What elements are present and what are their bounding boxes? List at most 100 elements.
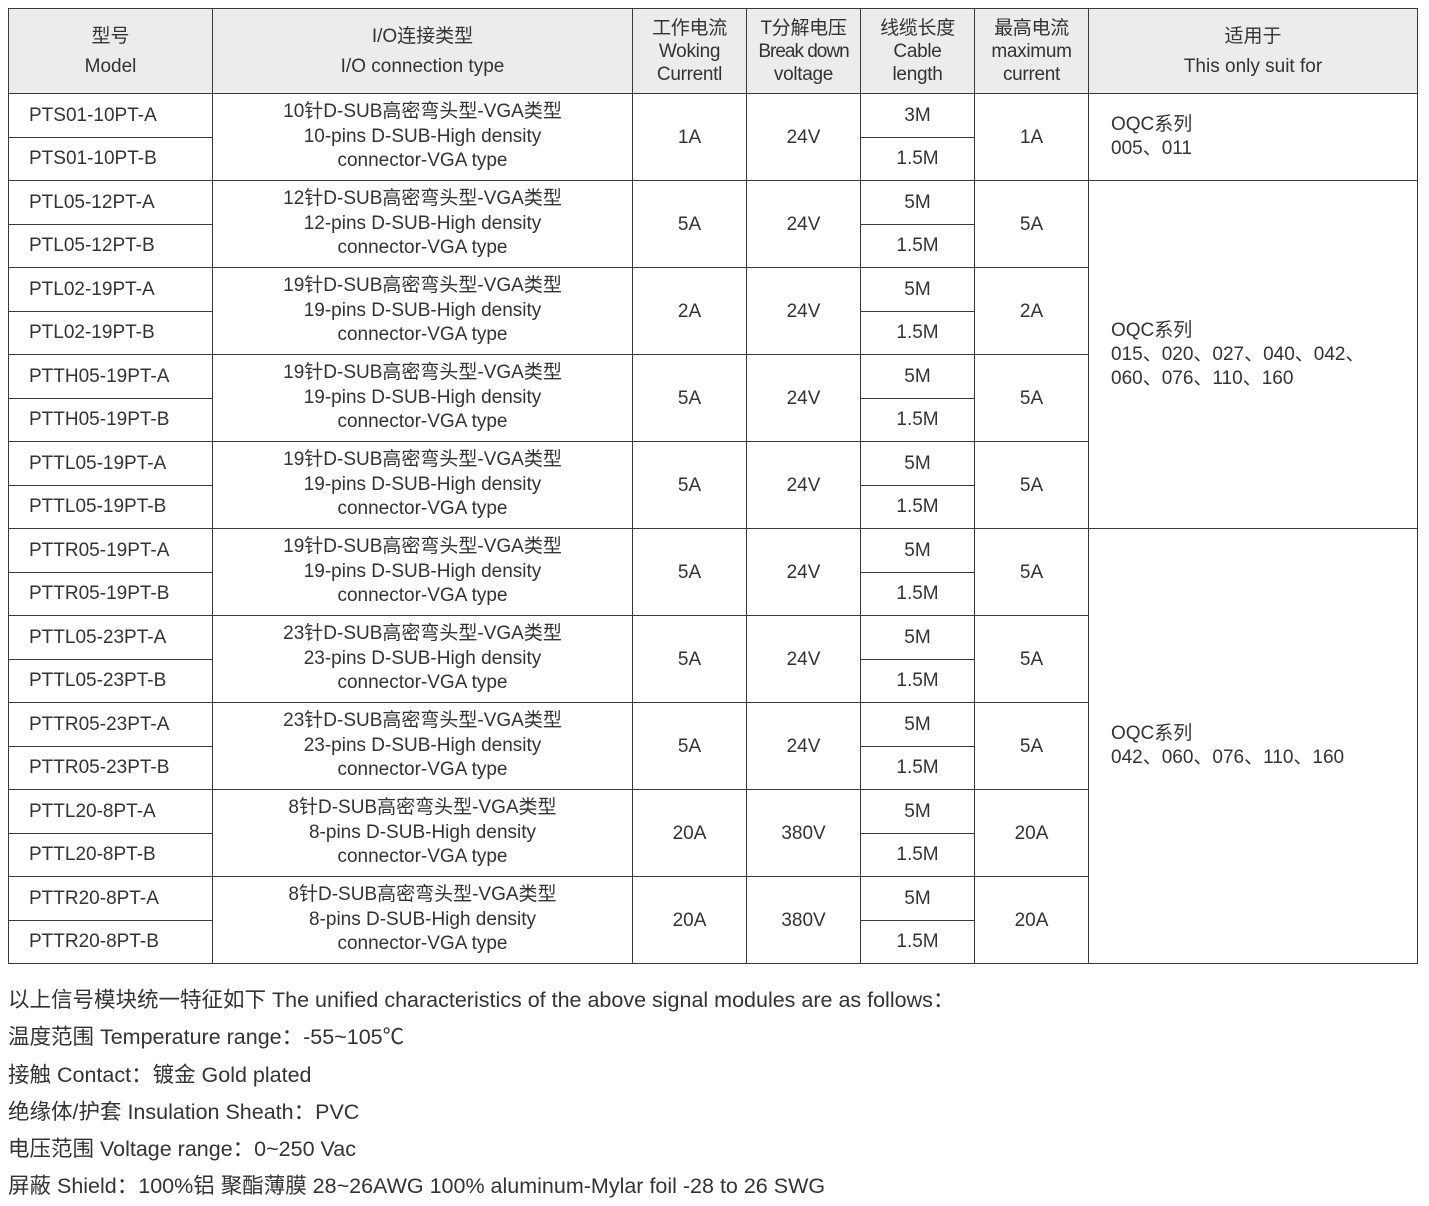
io-type-line: 19-pins D-SUB-High density [303, 560, 542, 582]
io-type-line: connector-VGA type [337, 672, 508, 694]
io-type-cell: 8针D-SUB高密弯头型-VGA类型 8-pins D-SUB-High dens… [212, 789, 633, 877]
header-breakdown-voltage: T分解电压 Break down voltage [746, 8, 861, 94]
model-cell: PTL05-12PT-B [8, 223, 213, 268]
io-type-line: 23针D-SUB高密弯头型-VGA类型 [283, 710, 562, 732]
model-cell: PTL02-19PT-B [8, 310, 213, 355]
table-row: PTTR20-8PT-B 1.5M [8, 919, 1418, 964]
max-current-cell: 20A [974, 876, 1089, 964]
working-current-cell: 5A [632, 354, 747, 442]
table-row: PTTR20-8PT-A 8针D-SUB高密弯头型-VGA类型 8-pins D-S… [8, 876, 1418, 964]
suit-for-line: OQC系列 [1111, 114, 1193, 135]
io-type-line: connector-VGA type [337, 324, 508, 346]
working-current-cell: 5A [632, 180, 747, 268]
breakdown-voltage-cell: 24V [746, 528, 861, 616]
header-line: 最高电流 [994, 17, 1069, 39]
io-type-line: 10-pins D-SUB-High density [303, 125, 542, 147]
cable-length-cell: 5M [860, 702, 975, 747]
breakdown-voltage-cell: 380V [746, 789, 861, 877]
table-row: PTTL05-23PT-A 23针D-SUB高密弯头型-VGA类型 23-pins … [8, 615, 1418, 703]
header-line: Woking [658, 40, 721, 62]
model-cell: PTTL05-23PT-A [8, 615, 213, 660]
io-type-line: 8针D-SUB高密弯头型-VGA类型 [288, 797, 557, 819]
note-line: 温度范围 Temperature range：-55~105℃ [8, 1025, 405, 1050]
io-type-line: 19针D-SUB高密弯头型-VGA类型 [283, 449, 562, 471]
table-row: PTL02-19PT-A 19针D-SUB高密弯头型-VGA类型 19-pins D… [8, 267, 1418, 355]
header-suit-for: 适用于 This only suit for [1088, 8, 1418, 94]
suit-for-line: 005、011 [1111, 138, 1192, 159]
table-row: PTTH05-19PT-B 1.5M [8, 397, 1418, 442]
cable-length-cell: 1.5M [860, 223, 975, 268]
working-current-cell: 5A [632, 615, 747, 703]
model-cell: PTTH05-19PT-B [8, 397, 213, 442]
max-current-cell: 5A [974, 702, 1089, 790]
breakdown-voltage-cell: 24V [746, 702, 861, 790]
suit-for-line: 060、076、110、160 [1111, 367, 1294, 389]
io-type-cell: 8针D-SUB高密弯头型-VGA类型 8-pins D-SUB-High dens… [212, 876, 633, 964]
cable-length-cell: 1.5M [860, 832, 975, 877]
model-cell: PTS01-10PT-B [8, 136, 213, 181]
io-type-line: connector-VGA type [337, 933, 508, 955]
suit-for-line: OQC系列 [1111, 723, 1193, 744]
table-row: PTTL20-8PT-B 1.5M [8, 832, 1418, 877]
io-type-line: 23-pins D-SUB-High density [303, 734, 542, 756]
cable-length-cell: 1.5M [860, 136, 975, 181]
header-line: voltage [773, 63, 834, 85]
io-type-line: connector-VGA type [337, 150, 508, 172]
io-type-line: connector-VGA type [337, 411, 508, 433]
model-cell: PTTR05-19PT-A [8, 528, 213, 573]
cable-length-cell: 5M [860, 441, 975, 486]
suit-for-line: OQC系列 [1111, 319, 1193, 341]
model-cell: PTTL20-8PT-B [8, 832, 213, 877]
table-row: PTTR05-23PT-B 1.5M [8, 745, 1418, 790]
io-type-cell: 19针D-SUB高密弯头型-VGA类型 19-pins D-SUB-High de… [212, 267, 633, 355]
header-model-en: Model [84, 55, 137, 77]
max-current-cell: 1A [974, 93, 1089, 181]
header-suit-en: This only suit for [1183, 55, 1323, 77]
io-type-cell: 19针D-SUB高密弯头型-VGA类型 19-pins D-SUB-High de… [212, 354, 633, 442]
cable-length-cell: 5M [860, 615, 975, 660]
io-type-line: 23-pins D-SUB-High density [303, 647, 542, 669]
header-io-type-cn: I/O连接类型 [371, 25, 474, 47]
note-line: 电压范围 Voltage range：0~250 Vac [8, 1137, 356, 1162]
io-type-cell: 19针D-SUB高密弯头型-VGA类型 19-pins D-SUB-High de… [212, 528, 633, 616]
cable-length-cell: 1.5M [860, 571, 975, 616]
table-body: PTS01-10PT-A 10针D-SUB高密弯头型-VGA类型 10-pins D… [8, 93, 1418, 964]
io-type-line: 8-pins D-SUB-High density [308, 821, 537, 843]
io-type-cell: 23针D-SUB高密弯头型-VGA类型 23-pins D-SUB-High de… [212, 615, 633, 703]
suit-for-cell: OQC系列 015、020、027、040、042、 060、076、110、160 [1088, 180, 1418, 529]
characteristics-notes: 以上信号模块统一特征如下 The unified characteristics… [8, 982, 954, 1206]
header-model: 型号 Model [8, 8, 213, 94]
cable-length-cell: 1.5M [860, 919, 975, 964]
io-type-line: connector-VGA type [337, 759, 508, 781]
breakdown-voltage-cell: 24V [746, 354, 861, 442]
header-max-current: 最高电流 maximum current [974, 8, 1089, 94]
header-row: 型号 Model I/O连接类型 I/O connection type 工作电流 W… [8, 8, 1418, 94]
table-row: PTTL20-8PT-A 8针D-SUB高密弯头型-VGA类型 8-pins D-S… [8, 789, 1418, 877]
suit-for-cell: OQC系列 042、060、076、110、160 [1088, 528, 1418, 964]
working-current-cell: 20A [632, 876, 747, 964]
io-type-line: connector-VGA type [337, 846, 508, 868]
model-cell: PTTR05-23PT-B [8, 745, 213, 790]
table-row: PTTL05-23PT-B 1.5M [8, 658, 1418, 703]
table-row: PTS01-10PT-A 10针D-SUB高密弯头型-VGA类型 10-pins D… [8, 93, 1418, 181]
max-current-cell: 5A [974, 615, 1089, 703]
note-line: 以上信号模块统一特征如下 The unified characteristics… [8, 988, 955, 1012]
max-current-cell: 5A [974, 354, 1089, 442]
spec-table: 型号 Model I/O连接类型 I/O connection type 工作电流 W… [8, 8, 1418, 964]
cable-length-cell: 1.5M [860, 484, 975, 529]
header-suit-cn: 适用于 [1224, 25, 1282, 47]
io-type-line: 19-pins D-SUB-High density [303, 386, 542, 408]
io-type-cell: 12针D-SUB高密弯头型-VGA类型 12-pins D-SUB-High de… [212, 180, 633, 268]
header-line: 线缆长度 [880, 17, 955, 39]
model-cell: PTS01-10PT-A [8, 93, 213, 138]
working-current-cell: 20A [632, 789, 747, 877]
header-line: current [1002, 63, 1061, 85]
working-current-cell: 2A [632, 267, 747, 355]
working-current-cell: 5A [632, 441, 747, 529]
io-type-line: 12-pins D-SUB-High density [303, 212, 542, 234]
suit-for-line: 042、060、076、110、160 [1111, 747, 1345, 768]
header-io-type: I/O连接类型 I/O connection type [212, 8, 633, 94]
table-row: PTL05-12PT-B 1.5M [8, 223, 1418, 268]
suit-for-line: 015、020、027、040、042、 [1111, 343, 1365, 365]
note-line: 绝缘体/护套 Insulation Sheath：PVC [8, 1099, 360, 1124]
